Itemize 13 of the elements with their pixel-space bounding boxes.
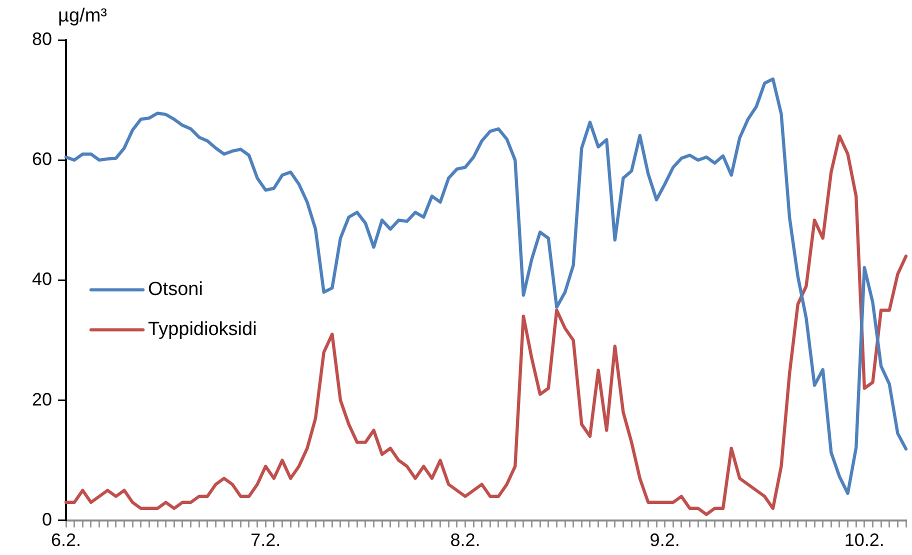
y-tick-label: 0 bbox=[42, 509, 52, 530]
y-tick-label: 20 bbox=[32, 389, 52, 410]
y-tick-label: 80 bbox=[32, 28, 52, 49]
legend-label: Otsoni bbox=[148, 279, 203, 300]
legend-label: Typpidioksidi bbox=[148, 319, 257, 340]
x-tick-label: 9.2. bbox=[650, 530, 680, 550]
x-tick-label: 10.2. bbox=[844, 530, 884, 550]
y-tick-label: 40 bbox=[32, 269, 52, 290]
x-tick-label: 6.2. bbox=[51, 530, 82, 550]
y-tick-label: 60 bbox=[32, 149, 52, 170]
x-tick-label: 7.2. bbox=[250, 530, 281, 550]
y-axis-title: µg/m³ bbox=[58, 6, 107, 27]
x-tick-label: 8.2. bbox=[450, 530, 480, 550]
